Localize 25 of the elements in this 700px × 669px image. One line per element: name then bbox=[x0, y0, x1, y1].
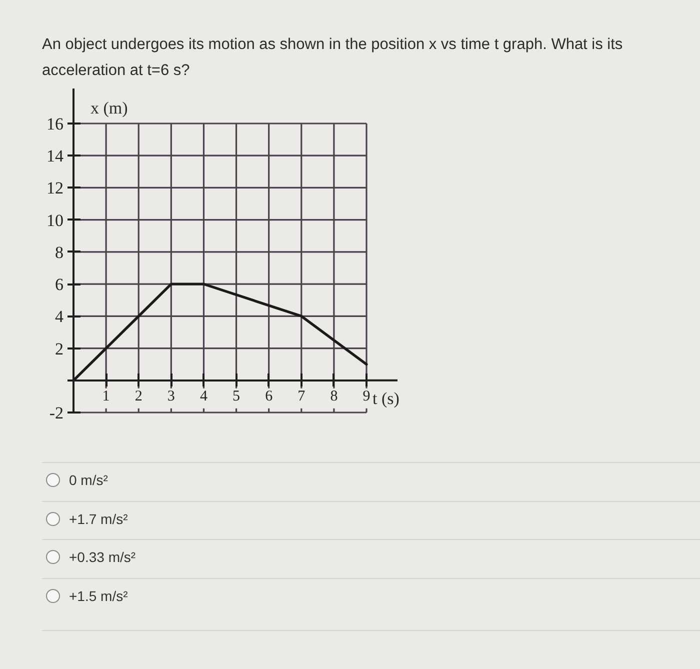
y-axis-title: x (m) bbox=[90, 98, 128, 118]
y-tick-label: 6 bbox=[55, 275, 64, 294]
y-tick-label: 4 bbox=[55, 307, 64, 326]
y-tick-label: 2 bbox=[55, 339, 64, 358]
chart-title: An object undergoes its motion as shown in the position x vs time t graph. What is its acceleration at t=6 s? bbox=[41, 35, 624, 81]
text: 0 m/s² bbox=[69, 471, 108, 489]
y-tick-label: -2 bbox=[49, 404, 64, 422]
x-tick-label: 3 bbox=[167, 388, 175, 404]
x-tick-label: 1 bbox=[102, 388, 110, 404]
y-tick-label: 16 bbox=[46, 114, 64, 134]
y-tick-label: 10 bbox=[46, 210, 64, 230]
text: +1.7 m/s² bbox=[69, 510, 128, 528]
x-tick-label: 2 bbox=[134, 388, 142, 404]
x-tick-label: 9 bbox=[362, 388, 370, 404]
y-tick-label: 14 bbox=[46, 146, 64, 166]
text: +1.5 m/s² bbox=[69, 586, 128, 604]
text: +0.33 m/s² bbox=[69, 548, 136, 566]
x-tick-label: 7 bbox=[298, 388, 306, 404]
y-tick-label: 8 bbox=[55, 242, 64, 262]
x-axis-title: t (s) bbox=[372, 388, 400, 408]
x-tick-label: 5 bbox=[232, 388, 240, 404]
x-tick-label: 4 bbox=[200, 388, 208, 404]
x-tick-label: 8 bbox=[330, 388, 338, 404]
y-tick-label: 12 bbox=[46, 178, 64, 198]
x-tick-label: 6 bbox=[265, 388, 274, 404]
